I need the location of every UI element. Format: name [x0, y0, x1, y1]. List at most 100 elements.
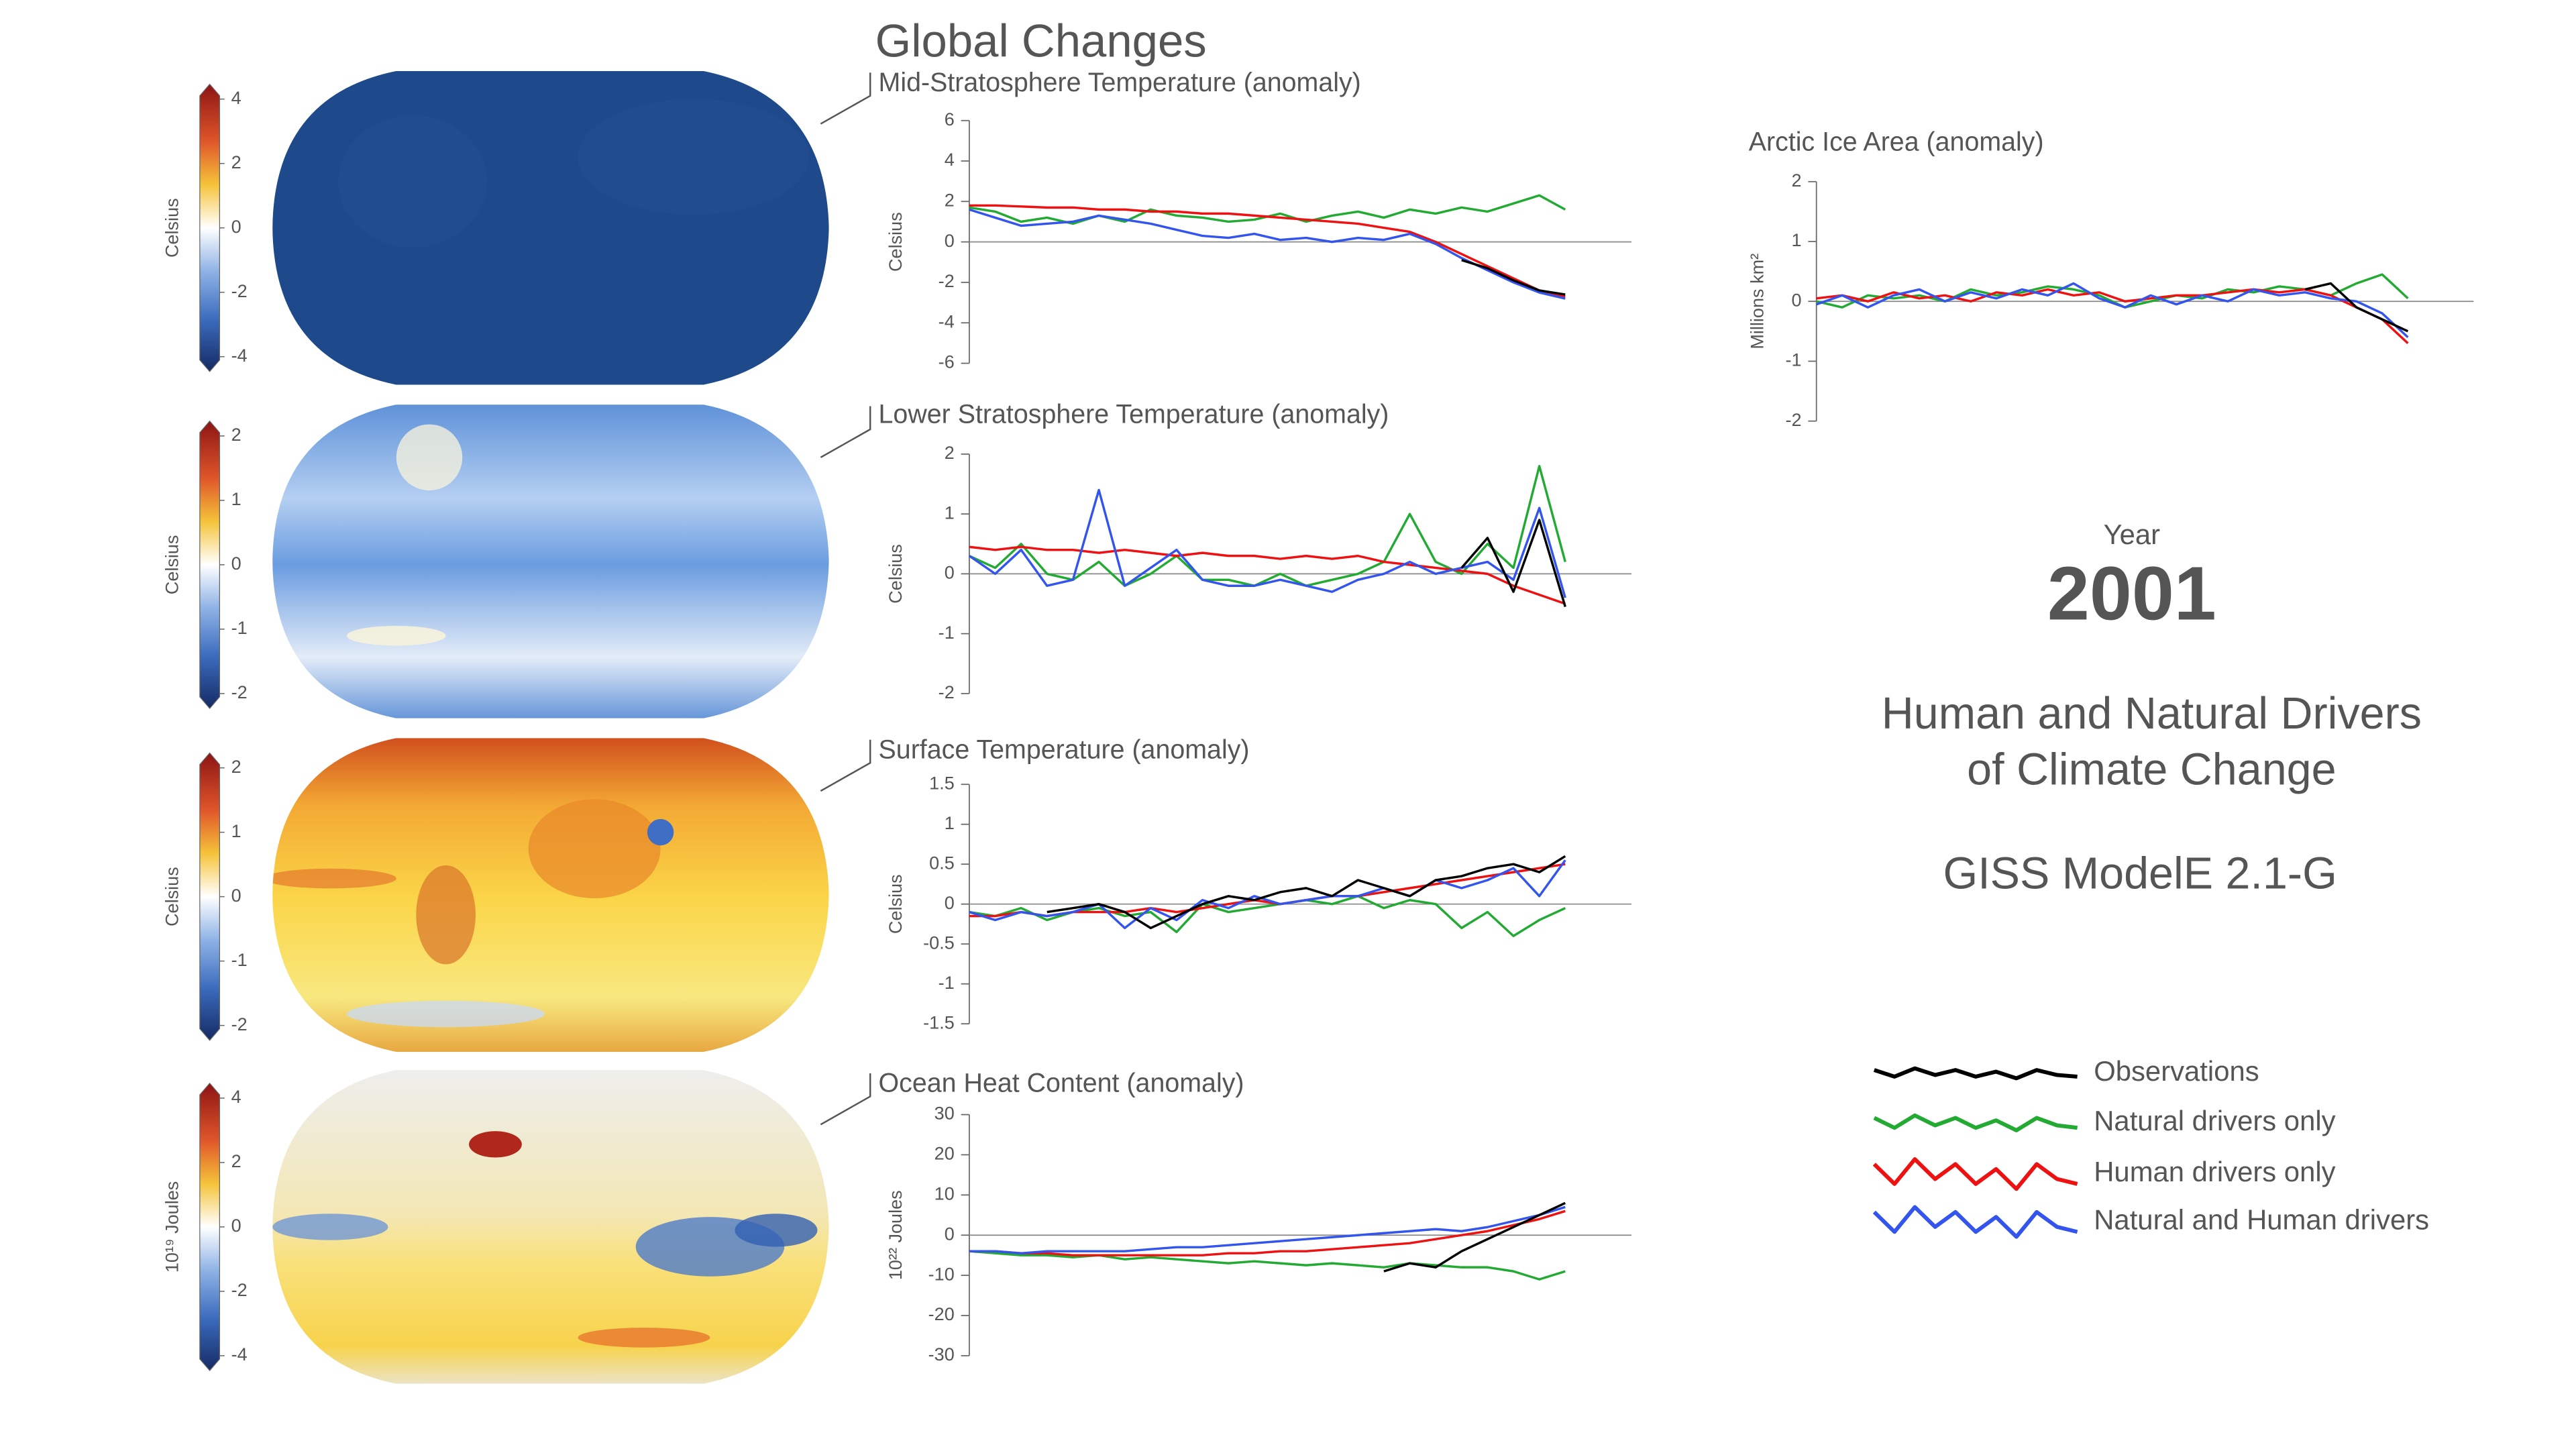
map: [272, 405, 829, 718]
headline: of Climate Change: [1967, 745, 2336, 795]
y-axis-label: Celsius: [885, 874, 906, 934]
data-line: [1816, 282, 2409, 339]
y-tick-label: 0: [945, 562, 955, 583]
colorbar-tick-label: 0: [231, 216, 241, 237]
headline: Human and Natural Drivers: [1882, 689, 2422, 739]
legend-swatch: [1873, 1113, 2078, 1132]
page-title: Global Changes: [875, 15, 1207, 67]
y-tick-label: -4: [938, 311, 955, 331]
y-tick-label: -6: [938, 352, 955, 372]
y-tick-label: 2: [1791, 170, 1801, 191]
data-line: [1461, 259, 1566, 296]
connector: [820, 739, 871, 792]
legend-swatch: [1872, 1157, 2078, 1191]
colorbar-tick-label: 0: [231, 553, 241, 574]
connector: [820, 1073, 871, 1126]
colorbar-tick-label: -1: [231, 949, 248, 970]
colorbar-tick-label: 1: [231, 820, 241, 841]
colorbar: [199, 83, 220, 372]
map: [272, 1070, 829, 1384]
colorbar-tick-label: -1: [231, 617, 248, 638]
legend-label: Natural drivers only: [2094, 1105, 2335, 1136]
y-tick-label: 1: [945, 502, 955, 523]
y-tick-label: -30: [928, 1344, 955, 1364]
data-line: [969, 208, 1566, 300]
y-tick-label: -10: [928, 1263, 955, 1284]
y-tick-label: 2: [945, 189, 955, 210]
colorbar-label: 10¹⁹ Joules: [162, 1181, 182, 1273]
y-tick-label: -2: [938, 270, 955, 291]
colorbar-tick-label: 2: [231, 756, 241, 777]
legend-swatch: [1872, 1205, 2078, 1239]
y-tick-label: -1.5: [923, 1012, 955, 1032]
connector: [820, 406, 871, 458]
y-tick-label: 0.5: [929, 852, 955, 873]
map: [272, 738, 829, 1052]
colorbar-tick-label: -2: [231, 682, 248, 702]
colorbar-tick-label: -4: [231, 345, 248, 366]
y-tick-label: 0: [945, 230, 955, 251]
colorbar-tick-label: 2: [231, 152, 241, 172]
data-line: [969, 1250, 1566, 1281]
data-line: [969, 194, 1566, 225]
y-tick-label: 1: [1791, 229, 1801, 250]
data-line: [969, 1205, 1566, 1254]
y-tick-label: 4: [945, 149, 955, 170]
connector: [820, 72, 871, 125]
data-line: [969, 859, 1566, 930]
colorbar-tick-label: 2: [231, 1150, 241, 1171]
year: 2001: [2047, 550, 2216, 635]
y-tick-label: -1: [1785, 350, 1801, 370]
map: [272, 70, 829, 385]
y-tick-label: -0.5: [923, 932, 955, 953]
colorbar-tick-label: -2: [231, 280, 248, 301]
chart-title: Surface Temperature (anomaly): [879, 735, 1250, 764]
colorbar: [199, 752, 220, 1041]
y-axis-label: Celsius: [885, 544, 906, 604]
year-label: Year: [2104, 519, 2161, 550]
y-tick-label: 6: [945, 109, 955, 129]
data-line: [969, 1210, 1566, 1256]
y-tick-label: 1: [945, 812, 955, 833]
y-tick-label: -1: [938, 972, 955, 993]
legend-label: Human drivers only: [2094, 1156, 2335, 1187]
colorbar-tick-label: -4: [231, 1344, 248, 1364]
colorbar-label: Celsius: [162, 535, 182, 594]
y-tick-label: 0: [945, 1223, 955, 1244]
colorbar-tick-label: 4: [231, 1086, 241, 1107]
data-line: [969, 204, 1566, 298]
data-line: [1816, 288, 2409, 344]
data-line: [1460, 519, 1566, 607]
y-tick-label: 2: [945, 442, 955, 463]
y-tick-label: 0: [1791, 289, 1801, 310]
colorbar-tick-label: 0: [231, 1215, 241, 1236]
model-name: GISS ModelE 2.1-G: [1943, 849, 2337, 899]
data-line: [969, 545, 1566, 605]
legend-swatch: [1873, 1066, 2078, 1081]
data-line: [1046, 855, 1566, 930]
colorbar: [199, 420, 220, 709]
y-tick-label: 0: [945, 892, 955, 913]
y-tick-label: -20: [928, 1303, 955, 1324]
data-line: [968, 488, 1566, 598]
colorbar-tick-label: -2: [231, 1014, 248, 1034]
colorbar-tick-label: -2: [231, 1279, 248, 1300]
data-line: [969, 465, 1566, 587]
colorbar-tick-label: 2: [231, 424, 241, 445]
colorbar-tick-label: 1: [231, 488, 241, 509]
y-tick-label: -1: [938, 622, 955, 643]
chart-title: Arctic Ice Area (anomaly): [1749, 127, 2044, 157]
chart-title: Ocean Heat Content (anomaly): [879, 1069, 1244, 1098]
chart-title: Lower Stratosphere Temperature (anomaly): [879, 400, 1389, 429]
legend-label: Observations: [2094, 1055, 2259, 1087]
y-tick-label: 20: [934, 1143, 955, 1164]
y-tick-label: 30: [934, 1103, 955, 1124]
colorbar-label: Celsius: [162, 198, 182, 258]
data-line: [1383, 1201, 1566, 1273]
chart-title: Mid-Stratosphere Temperature (anomaly): [879, 68, 1361, 97]
data-line: [2304, 282, 2409, 333]
y-tick-label: -2: [938, 682, 955, 702]
